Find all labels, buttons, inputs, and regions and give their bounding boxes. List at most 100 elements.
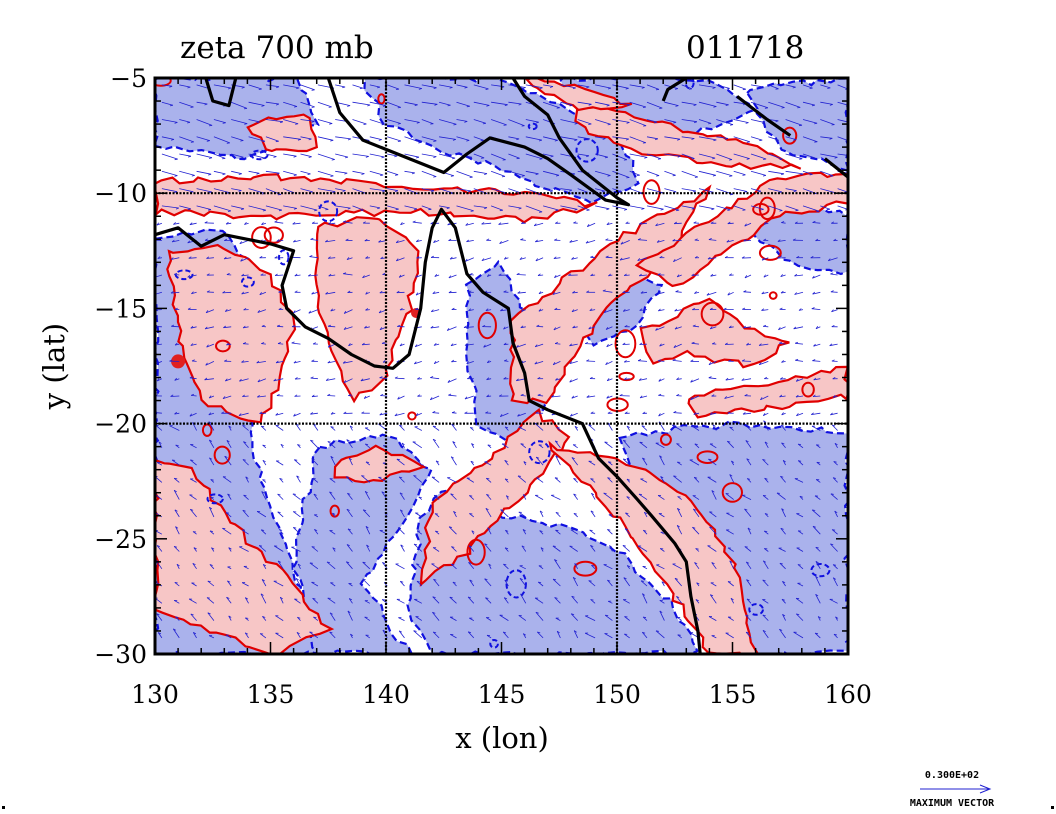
wind-vector-head — [484, 207, 488, 210]
wind-vector — [189, 494, 197, 500]
wind-vector — [795, 597, 804, 604]
wind-vector-head — [573, 493, 577, 496]
wind-vector-head — [777, 256, 781, 259]
wind-vector — [381, 615, 388, 621]
wind-vector-head — [363, 509, 367, 512]
wind-vector — [779, 342, 786, 345]
wind-vector-head — [540, 547, 544, 550]
wind-vector-head — [555, 174, 560, 177]
wind-vector — [226, 440, 232, 449]
wind-vector-head — [209, 564, 213, 566]
wind-vector-head — [361, 342, 365, 346]
wind-vector — [365, 634, 371, 639]
wind-vector-head — [257, 310, 261, 313]
wind-vector — [469, 495, 475, 500]
wind-vector — [607, 378, 613, 382]
wind-vector-head — [746, 342, 749, 346]
wind-vector — [525, 136, 542, 141]
wind-vector — [708, 458, 717, 466]
wind-vector — [664, 101, 679, 106]
wind-vector-head — [397, 324, 401, 327]
wind-vector-head — [795, 394, 799, 398]
wind-vector — [365, 526, 371, 535]
wind-vector-head — [708, 238, 712, 240]
y-tick-label: −15 — [94, 294, 147, 323]
wind-vector-head — [553, 578, 557, 581]
wind-vector — [450, 456, 457, 466]
wind-vector — [555, 529, 561, 535]
positive-vorticity-region — [166, 243, 297, 424]
wind-vector — [570, 412, 578, 417]
wind-vector-head — [568, 273, 572, 276]
wind-vector-head — [280, 443, 284, 447]
wind-vector-head — [343, 272, 347, 275]
negative-contour — [240, 276, 255, 288]
wind-vector — [438, 119, 457, 125]
wind-vector — [729, 426, 734, 431]
wind-vector — [689, 459, 700, 466]
wind-vector-head — [238, 190, 242, 192]
wind-vector — [797, 427, 804, 431]
wind-vector-head — [693, 104, 697, 106]
wind-vector-head — [470, 460, 474, 463]
wind-vector — [295, 423, 301, 431]
wind-vector-head — [228, 425, 232, 428]
wind-vector-head — [573, 630, 577, 633]
wind-vector — [456, 84, 468, 88]
wind-vector-head — [624, 411, 628, 414]
wind-vector-head — [311, 394, 315, 398]
wind-vector-head — [676, 524, 680, 528]
wind-vector — [399, 424, 405, 431]
wind-vector-head — [763, 495, 767, 497]
wind-vector-head — [349, 425, 353, 428]
negative-contour — [278, 249, 290, 266]
wind-vector-head — [359, 87, 363, 90]
wind-vector — [637, 239, 648, 241]
wind-vector — [456, 136, 470, 141]
wind-vector — [560, 84, 576, 89]
wind-vector-head — [676, 377, 680, 380]
wind-vector — [813, 343, 821, 347]
wind-vector-head — [222, 396, 226, 399]
negative-contour — [810, 562, 831, 578]
chart-title: zeta 700 mb — [180, 30, 374, 66]
wind-vector — [448, 394, 457, 397]
wind-vector-head — [503, 256, 507, 260]
wind-vector — [794, 274, 804, 277]
wind-vector-head — [742, 88, 746, 91]
wind-vector — [831, 529, 838, 535]
wind-vector-head — [381, 491, 385, 494]
wind-vector — [300, 136, 312, 140]
wind-vector-head — [779, 377, 783, 380]
wind-vector — [520, 395, 526, 397]
wind-vector — [346, 508, 353, 518]
wind-vector — [785, 205, 799, 211]
wind-vector-head — [555, 209, 559, 212]
wind-vector — [421, 170, 437, 177]
wind-vector — [555, 512, 561, 518]
wind-vector — [796, 513, 804, 518]
wind-vector — [208, 421, 215, 431]
wind-vector — [499, 240, 509, 244]
wind-vector — [465, 222, 474, 226]
wind-vector-head — [328, 273, 332, 277]
wind-vector-head — [274, 220, 278, 223]
wind-vector — [421, 205, 432, 210]
wind-vector-head — [639, 222, 642, 225]
wind-vector-head — [415, 458, 420, 460]
wind-vector — [659, 548, 665, 552]
wind-vector-head — [376, 86, 381, 89]
wind-vector-head — [382, 562, 386, 564]
wind-vector — [330, 426, 336, 431]
wind-vector — [213, 205, 232, 212]
wind-vector — [657, 360, 665, 362]
wind-vector — [161, 170, 178, 176]
wind-vector-head — [467, 190, 471, 193]
wind-vector-head — [499, 209, 503, 212]
wind-vector-head — [365, 156, 369, 158]
wind-vector — [692, 495, 700, 500]
wind-vector-head — [482, 122, 486, 125]
wind-vector-head — [569, 379, 572, 383]
wind-vector-head — [342, 190, 346, 192]
wind-vector-head — [362, 561, 366, 564]
